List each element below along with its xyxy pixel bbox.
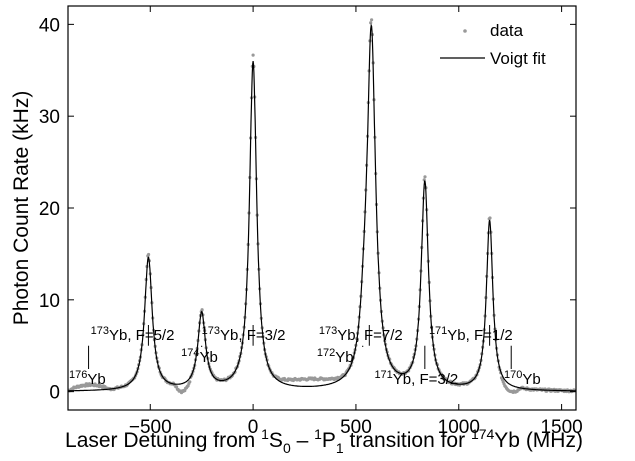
isotope-label: 173Yb, F=7/2 bbox=[319, 325, 403, 344]
isotope-annotations: 176Yb 173Yb, F=5/2 174Yb 173Yb, F=3/2 172Yb 1… bbox=[69, 325, 541, 388]
legend-data-marker bbox=[463, 29, 467, 33]
data-point bbox=[251, 53, 255, 57]
data-point bbox=[423, 175, 427, 179]
isotope-label: 171Yb, F=3/2 bbox=[374, 369, 458, 388]
y-tick-label: 0 bbox=[49, 383, 60, 404]
isotope-label: 173Yb, F=5/2 bbox=[91, 325, 175, 344]
y-tick-label: 10 bbox=[39, 291, 60, 312]
axis-labels: Photon Count Rate (kHz) Laser Detuning fr… bbox=[10, 91, 583, 456]
y-axis-label: Photon Count Rate (kHz) bbox=[10, 91, 33, 326]
y-tick-label: 30 bbox=[39, 107, 60, 128]
isotope-label: 176Yb bbox=[69, 369, 106, 388]
fit-series bbox=[68, 23, 576, 392]
isotope-label: 173Yb, F=3/2 bbox=[202, 325, 286, 344]
x-axis-label: Laser Detuning from 1S0 – 1P1 transition… bbox=[65, 426, 583, 456]
legend-data-label: data bbox=[490, 21, 524, 40]
legend: data Voigt fit bbox=[440, 21, 546, 68]
data-point bbox=[370, 18, 374, 22]
isotope-label: 171Yb, F=1/2 bbox=[429, 325, 513, 344]
x-axis-ticks: −500 0 500 1000 1500 bbox=[129, 6, 583, 438]
data-point bbox=[369, 21, 373, 25]
data-point bbox=[147, 252, 151, 257]
x-tick-label: 1500 bbox=[540, 417, 582, 438]
data-point bbox=[188, 380, 192, 384]
isotope-label: 170Yb bbox=[504, 369, 541, 388]
data-point bbox=[200, 308, 204, 312]
data-point bbox=[488, 216, 492, 220]
x-tick-label: 0 bbox=[248, 417, 259, 438]
legend-fit-label: Voigt fit bbox=[490, 49, 546, 68]
x-tick-label: 1000 bbox=[438, 417, 480, 438]
y-axis-ticks: 0 10 20 30 40 bbox=[39, 15, 576, 404]
isotope-label: 172Yb bbox=[317, 347, 354, 366]
x-tick-label: 500 bbox=[340, 417, 372, 438]
y-tick-label: 40 bbox=[39, 15, 60, 36]
x-tick-label: −500 bbox=[129, 417, 172, 438]
data-point bbox=[175, 385, 179, 389]
isotope-label: 174Yb bbox=[181, 347, 218, 366]
y-tick-label: 20 bbox=[39, 199, 60, 220]
fit-line bbox=[68, 23, 576, 392]
